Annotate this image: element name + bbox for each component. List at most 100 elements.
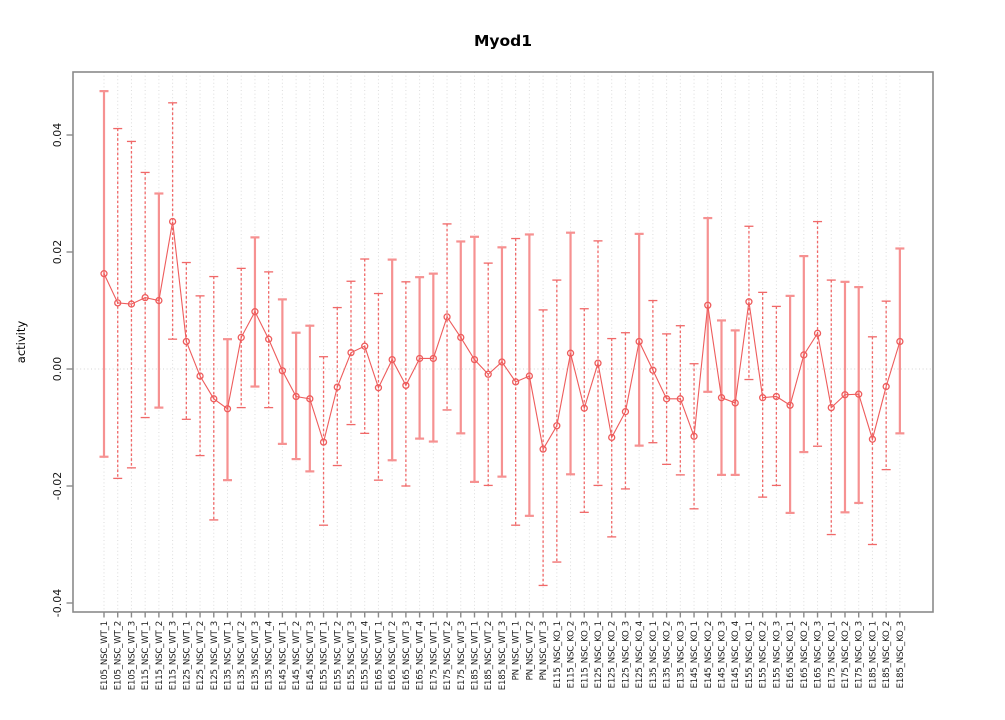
data-point [155, 296, 163, 305]
data-point [868, 435, 877, 443]
data-point [210, 395, 218, 403]
x-tick-label: E165_NSC_WT_4 [416, 621, 426, 690]
x-tick-label: E125_NSC_WT_3 [210, 621, 220, 690]
plot-border [72, 71, 934, 613]
data-point [415, 354, 424, 363]
x-tick-label: E165_NSC_WT_1 [374, 621, 384, 690]
x-tick-label: E125_NSC_KO_4 [635, 621, 645, 688]
data-point [580, 404, 588, 412]
data-point [114, 299, 122, 307]
chart-title: Myod1 [474, 32, 532, 50]
x-tick-label: E115_NSC_KO_3 [580, 621, 590, 688]
x-tick-label: E175_NSC_KO_3 [855, 621, 865, 688]
x-tick-label: E165_NSC_WT_3 [402, 621, 412, 690]
data-point [539, 445, 547, 453]
x-tick-label: E165_NSC_WT_2 [388, 621, 398, 690]
data-point [608, 433, 616, 442]
data-point [553, 422, 561, 430]
data-point [690, 432, 698, 440]
data-point [512, 378, 520, 386]
x-tick-label: E125_NSC_KO_3 [621, 621, 631, 688]
x-tick-label: E115_NSC_WT_2 [155, 621, 165, 690]
x-tick-label: E125_NSC_WT_1 [182, 621, 192, 690]
x-tick-label: E185_NSC_KO_3 [896, 621, 906, 688]
y-tick-label: 0.04 [51, 123, 64, 148]
x-tick-label: E175_NSC_WT_2 [443, 621, 453, 690]
x-tick-label: E175_NSC_WT_1 [429, 621, 439, 690]
x-tick-label: E185_NSC_KO_1 [868, 621, 878, 688]
x-tick-label: E115_NSC_KO_2 [567, 621, 577, 688]
y-tick-label: -0.04 [51, 589, 64, 617]
x-tick-label: E185_NSC_WT_2 [484, 621, 494, 690]
x-tick-label: E135_NSC_KO_1 [649, 621, 659, 688]
x-tick-label: E145_NSC_KO_4 [731, 621, 741, 688]
x-tick-label: E125_NSC_WT_2 [196, 621, 206, 690]
data-point [457, 333, 465, 342]
data-point [662, 395, 671, 403]
data-point [772, 392, 781, 401]
data-point [676, 395, 684, 403]
x-tick-label: E165_NSC_KO_2 [800, 621, 810, 688]
data-point [882, 382, 890, 391]
data-point [745, 298, 753, 306]
data-point [855, 390, 863, 398]
data-point [759, 394, 767, 402]
x-tick-label: E165_NSC_KO_3 [814, 621, 824, 688]
data-point [813, 329, 822, 337]
data-point [525, 372, 534, 380]
data-point [100, 269, 108, 278]
x-tick-label: E145_NSC_WT_3 [306, 621, 316, 690]
data-point [621, 408, 630, 416]
data-point [717, 394, 726, 402]
data-point [429, 354, 437, 363]
data-point [443, 313, 451, 321]
y-tick-label: 0.02 [51, 240, 64, 265]
data-point [704, 301, 712, 309]
x-tick-label: E145_NSC_KO_3 [718, 621, 728, 688]
data-point [827, 403, 835, 412]
data-point [278, 367, 287, 375]
x-tick-label: E145_NSC_WT_1 [278, 621, 288, 690]
data-point [333, 383, 341, 391]
x-tick-label: E185_NSC_WT_3 [498, 621, 508, 690]
data-point [182, 337, 190, 346]
x-tick-label: E145_NSC_KO_2 [704, 621, 714, 688]
x-tick-label: PN_NSC_WT_1 [512, 621, 522, 680]
x-tick-label: E155_NSC_KO_1 [745, 621, 755, 688]
data-point [566, 349, 575, 357]
x-tick-label: E175_NSC_KO_2 [841, 621, 851, 688]
x-tick-label: PN_NSC_WT_3 [539, 621, 549, 680]
x-tick-label: E135_NSC_KO_3 [676, 621, 686, 688]
data-point [594, 359, 602, 367]
y-axis-label: activity [14, 321, 28, 364]
x-tick-label: E135_NSC_WT_4 [265, 621, 275, 690]
data-point [841, 391, 849, 399]
data-point [319, 438, 328, 446]
x-tick-label: E135_NSC_WT_3 [251, 621, 261, 690]
data-line [103, 221, 901, 451]
data-point [347, 348, 355, 357]
data-point [731, 399, 739, 407]
data-point [306, 395, 314, 403]
data-point [649, 366, 657, 374]
x-tick-label: E175_NSC_WT_3 [457, 621, 467, 690]
x-tick-label: E135_NSC_WT_2 [237, 621, 247, 690]
x-tick-label: E185_NSC_WT_1 [471, 621, 481, 690]
x-tick-label: E155_NSC_KO_3 [772, 621, 782, 688]
data-point [635, 337, 643, 346]
x-tick-label: E185_NSC_KO_2 [882, 621, 892, 688]
x-tick-label: E115_NSC_WT_1 [141, 621, 151, 690]
x-tick-label: E175_NSC_KO_1 [827, 621, 837, 688]
data-point [196, 372, 204, 380]
x-tick-label: E155_NSC_WT_1 [320, 621, 330, 690]
x-tick-label: E105_NSC_WT_1 [100, 621, 110, 690]
x-tick-label: E155_NSC_WT_4 [361, 621, 371, 690]
data-point [251, 308, 259, 316]
data-point [127, 300, 136, 308]
data-point [786, 401, 794, 409]
data-point [498, 358, 506, 366]
data-point [141, 293, 149, 302]
x-tick-label: E125_NSC_KO_1 [594, 621, 604, 688]
x-tick-label: E155_NSC_WT_2 [333, 621, 343, 690]
